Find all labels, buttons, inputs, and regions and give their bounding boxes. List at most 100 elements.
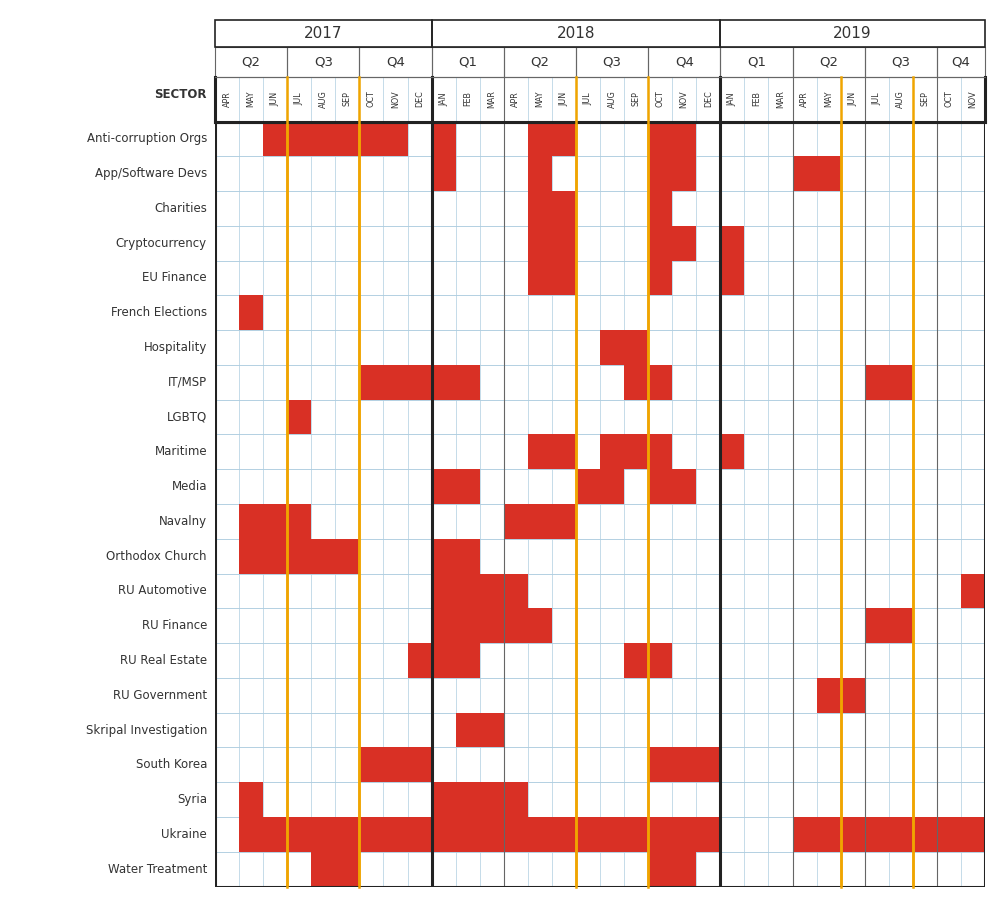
Bar [383,122,408,157]
Bar [696,747,720,782]
Bar [383,817,408,851]
Bar [408,644,432,678]
Text: MAR: MAR [487,90,496,108]
Text: Q4: Q4 [675,55,694,68]
Bar [889,608,913,644]
Bar [552,226,576,261]
Text: JUN: JUN [848,92,857,106]
Text: EU Finance: EU Finance [142,272,207,284]
Bar [552,435,576,469]
Text: AUG: AUG [608,90,617,108]
Bar [600,469,624,504]
Bar [287,400,311,435]
Bar [456,713,480,747]
Text: DEC: DEC [704,91,713,107]
Bar [889,364,913,400]
Text: Orthodox Church: Orthodox Church [106,550,207,562]
Bar [432,364,456,400]
Bar [456,817,480,851]
Text: AUG: AUG [896,90,905,108]
Text: RU Government: RU Government [113,688,207,702]
Bar [865,817,889,851]
Bar [865,364,889,400]
Text: Ukraine: Ukraine [161,828,207,841]
Bar [432,539,456,573]
Bar [480,817,504,851]
Text: Anti-corruption Orgs: Anti-corruption Orgs [87,132,207,146]
Bar [432,608,456,644]
Bar [648,191,672,226]
Text: Navalny: Navalny [159,515,207,528]
Bar [383,364,408,400]
Text: JUL: JUL [295,93,304,105]
Text: AUG: AUG [319,90,328,108]
Text: Q4: Q4 [386,55,405,68]
Text: JAN: JAN [728,93,737,106]
Text: JAN: JAN [439,93,448,106]
Text: NOV: NOV [968,90,977,108]
Bar [359,817,383,851]
Text: Q2: Q2 [819,55,838,68]
Bar [528,435,552,469]
Bar [287,817,311,851]
Bar [552,261,576,295]
Bar [335,851,359,886]
Text: Skripal Investigation: Skripal Investigation [86,724,207,736]
Bar [648,435,672,469]
Bar [311,851,335,886]
Bar [456,608,480,644]
Text: Charities: Charities [154,202,207,215]
Bar [359,364,383,400]
Text: Q3: Q3 [603,55,622,68]
Bar [239,539,263,573]
Bar [720,435,744,469]
Bar [624,330,648,365]
Bar [552,817,576,851]
Text: RU Real Estate: RU Real Estate [120,654,207,667]
Bar [432,644,456,678]
Text: 2019: 2019 [833,26,872,40]
Text: Media: Media [172,480,207,493]
Bar [672,747,696,782]
Bar [311,817,335,851]
Text: SEP: SEP [343,92,352,106]
Bar [792,157,817,191]
Bar [889,817,913,851]
Bar [528,608,552,644]
Bar [456,782,480,817]
Bar [648,851,672,886]
Bar [408,817,432,851]
Bar [624,644,648,678]
Text: APR: APR [511,91,520,107]
Bar [456,573,480,608]
Bar [672,851,696,886]
Text: Q1: Q1 [458,55,477,68]
Bar [624,435,648,469]
Bar [456,469,480,504]
Bar [263,504,287,539]
Bar [672,817,696,851]
Bar [239,295,263,330]
Bar [432,573,456,608]
Bar [600,817,624,851]
Bar [432,157,456,191]
Bar [648,364,672,400]
Text: SEP: SEP [920,92,929,106]
Text: Q4: Q4 [952,55,970,68]
Bar [624,817,648,851]
Text: MAY: MAY [824,91,833,107]
Bar [672,122,696,157]
Text: Syria: Syria [177,793,207,806]
Bar [865,608,889,644]
Bar [528,191,552,226]
Text: App/Software Devs: App/Software Devs [95,167,207,180]
Bar [504,573,528,608]
Bar [648,122,672,157]
Bar [961,817,985,851]
Bar [648,644,672,678]
Text: FEB: FEB [752,92,761,106]
Bar [817,817,841,851]
Bar [432,782,456,817]
Text: NOV: NOV [680,90,689,108]
Bar [841,817,865,851]
